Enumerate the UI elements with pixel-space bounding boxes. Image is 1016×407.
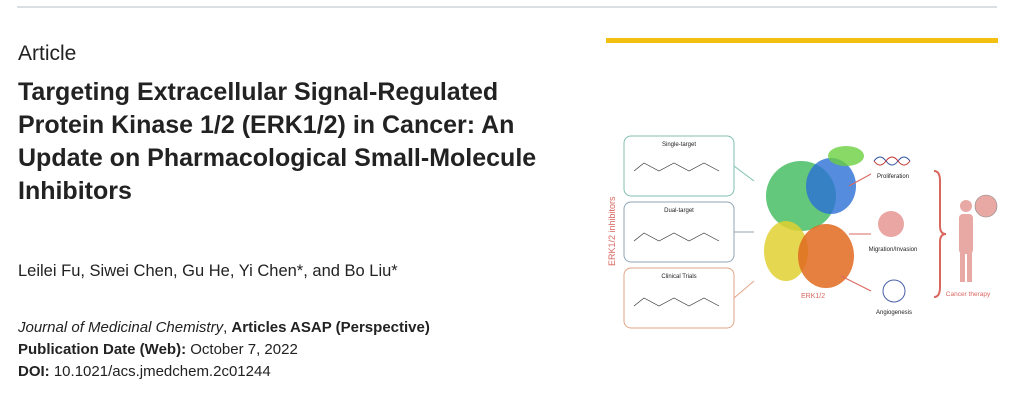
outcome-migration: Migration/Invasion	[869, 247, 918, 253]
pubdate-label: Publication Date (Web):	[18, 341, 187, 358]
therapy-label: Cancer therapy	[946, 291, 991, 298]
box-label-clinical: Clinical Trials	[661, 274, 696, 280]
journal-section: Articles ASAP (Perspective)	[231, 319, 430, 336]
accent-bar	[606, 38, 998, 43]
protein-structure	[764, 146, 864, 288]
outcome-proliferation: Proliferation	[877, 174, 909, 180]
doi-link[interactable]: 10.1021/acs.jmedchem.2c01244	[53, 363, 271, 380]
article-meta: Journal of Medicinal Chemistry, Articles…	[18, 319, 430, 380]
graphical-abstract[interactable]: ERK1/2 inhibitors Single-target Dual-tar…	[606, 126, 998, 336]
article-title[interactable]: Targeting Extracellular Signal-Regulated…	[18, 78, 537, 205]
top-divider	[17, 6, 997, 8]
center-label: ERK1/2	[801, 293, 825, 300]
doi-label: DOI:	[18, 363, 50, 380]
author-list[interactable]: Leilei Fu, Siwei Chen, Gu He, Yi Chen*, …	[18, 262, 398, 280]
article-type: Article	[18, 42, 77, 65]
box-label-dual: Dual-target	[664, 208, 694, 214]
human-figure-icon	[959, 200, 973, 282]
box-label-single: Single-target	[662, 142, 696, 148]
pubdate-value: October 7, 2022	[190, 341, 298, 358]
journal-name[interactable]: Journal of Medicinal Chemistry	[18, 319, 224, 336]
outcome-angiogenesis: Angiogenesis	[876, 310, 912, 316]
side-label: ERK1/2 inhibitors	[607, 196, 617, 266]
